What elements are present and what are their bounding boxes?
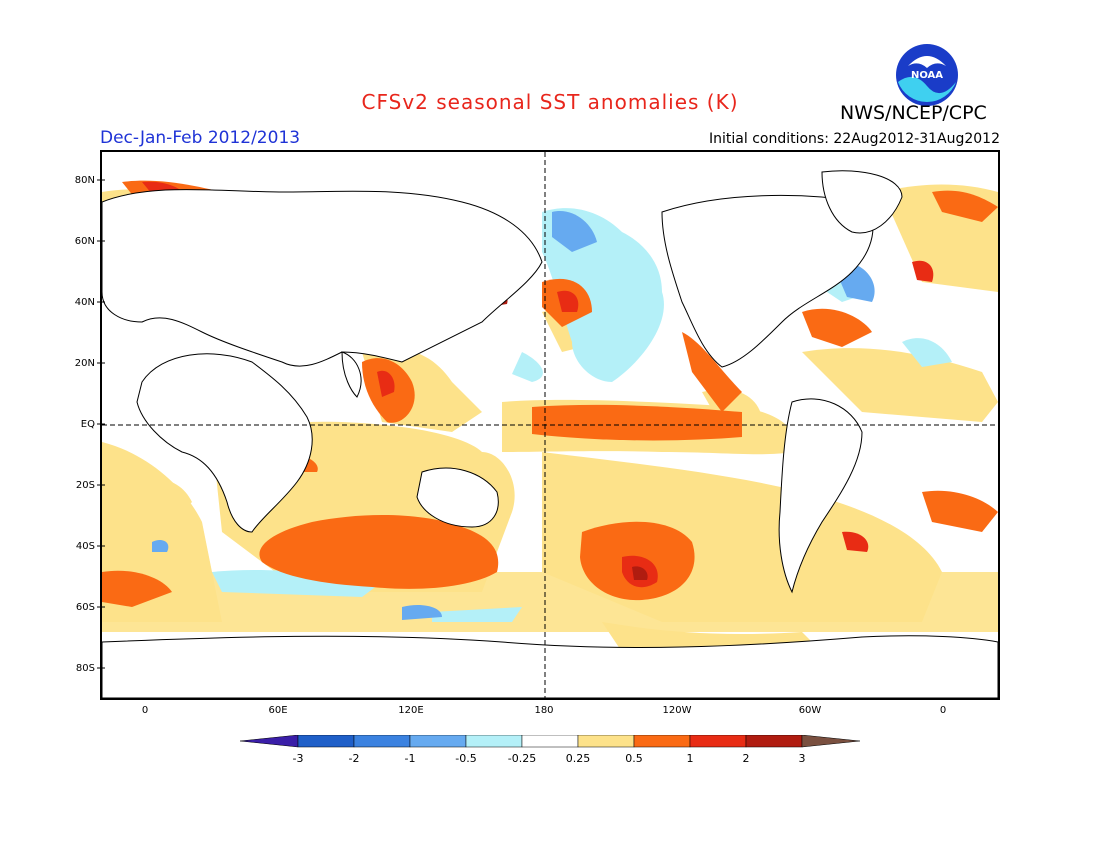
- lon-label-120e: 120E: [398, 705, 424, 716]
- colorbar-label-neg2: -2: [348, 752, 360, 765]
- lon-label-120w: 120W: [662, 705, 692, 716]
- colorbar-label-neg0.5: -0.5: [455, 752, 477, 765]
- lat-label-60s: 60S: [75, 602, 95, 613]
- lon-label-0: 0: [141, 705, 149, 716]
- noaa-logo: NOAA: [894, 42, 960, 112]
- lat-label-80n: 80N: [74, 175, 95, 186]
- colorbar-label-1: 1: [686, 752, 694, 765]
- lat-label-40s: 40S: [75, 541, 95, 552]
- lon-label-60e: 60E: [268, 705, 288, 716]
- lat-label-eq: EQ: [80, 419, 95, 430]
- logo-text: NOAA: [911, 70, 943, 81]
- organization-label: NWS/NCEP/CPC: [840, 102, 987, 124]
- colorbar-label-2: 2: [742, 752, 750, 765]
- initial-conditions-label: Initial conditions: 22Aug2012-31Aug2012: [709, 131, 1000, 147]
- colorbar: [239, 734, 862, 757]
- colorbar-label-neg3: -3: [292, 752, 304, 765]
- lat-label-20s: 20S: [75, 480, 95, 491]
- coastlines: [102, 170, 998, 698]
- season-label: Dec-Jan-Feb 2012/2013: [100, 128, 301, 148]
- lat-label-40n: 40N: [74, 297, 95, 308]
- lat-label-20n: 20N: [74, 358, 95, 369]
- colorbar-label-0.5: 0.5: [625, 752, 643, 765]
- lat-label-80s: 80S: [75, 663, 95, 674]
- colorbar-label-0.25: 0.25: [565, 752, 591, 765]
- lat-label-60n: 60N: [74, 236, 95, 247]
- chart-title: CFSv2 seasonal SST anomalies (K): [361, 90, 739, 114]
- sst-anomaly-map: [100, 150, 1000, 700]
- colorbar-label-3: 3: [798, 752, 806, 765]
- colorbar-label-neg0.25: -0.25: [507, 752, 537, 765]
- colorbar-label-neg1: -1: [404, 752, 416, 765]
- lat-ticks: [97, 179, 105, 669]
- lon-label-60w: 60W: [798, 705, 822, 716]
- lon-label-180: 180: [534, 705, 554, 716]
- lon-label-0-right: 0: [939, 705, 947, 716]
